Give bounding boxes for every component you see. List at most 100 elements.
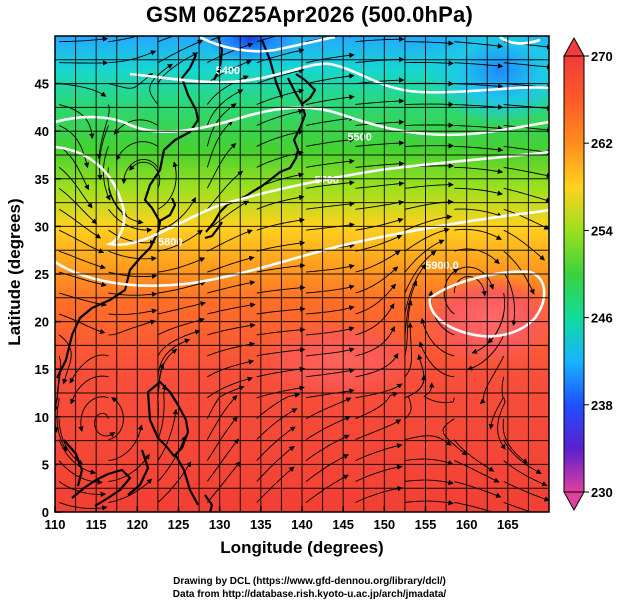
- colorbar-label: 254: [591, 223, 613, 238]
- streamline: [256, 150, 304, 168]
- colorbar-max-arrow: [563, 36, 585, 57]
- streamline: [256, 217, 305, 231]
- streamline: [454, 104, 504, 110]
- streamline: [58, 502, 108, 511]
- streamline: [404, 40, 454, 46]
- y-tick-label: 10: [35, 410, 49, 425]
- streamline: [454, 266, 495, 290]
- streamline: [306, 73, 355, 85]
- colorbar-label: 238: [591, 398, 613, 413]
- streamline: [113, 119, 159, 135]
- streamline: [497, 397, 506, 450]
- streamline: [305, 454, 350, 482]
- streamline: [355, 419, 402, 441]
- streamline: [404, 122, 454, 128]
- streamline: [453, 439, 495, 472]
- streamline: [355, 283, 396, 315]
- streamline: [503, 208, 549, 230]
- streamline: [70, 375, 109, 405]
- credit-data: Data from http://database.rish.kyoto-u.a…: [172, 589, 447, 600]
- streamline: [256, 445, 295, 482]
- streamline: [454, 62, 504, 69]
- streamline: [207, 200, 250, 231]
- streamline: [503, 229, 545, 261]
- streamline: [454, 208, 503, 218]
- streamline: [306, 263, 355, 273]
- y-tick-label: 20: [35, 315, 49, 330]
- streamline: [256, 327, 306, 336]
- streamline: [454, 145, 504, 153]
- streamline: [479, 355, 505, 405]
- streamline: [442, 418, 468, 456]
- streamline: [55, 355, 62, 412]
- streamline: [58, 334, 72, 385]
- streamline: [306, 305, 355, 315]
- streamline: [207, 229, 253, 252]
- streamline: [157, 461, 192, 503]
- x-tick-label: 115: [86, 517, 107, 532]
- streamline: [256, 240, 306, 252]
- streamline: [129, 161, 161, 189]
- streamline: [454, 502, 503, 512]
- streamline: [207, 36, 223, 43]
- streamline: [454, 41, 504, 49]
- streamline: [454, 187, 503, 196]
- streamline: [503, 187, 549, 203]
- contour-label: 5700: [314, 175, 338, 187]
- streamline: [503, 62, 549, 70]
- x-axis-label: Longitude (degrees): [220, 538, 384, 557]
- y-tick-label: 35: [35, 172, 49, 187]
- contour-labels: 5400 5500 5700 5800 5900.0: [158, 65, 459, 272]
- streamline: [256, 426, 296, 461]
- streamline: [256, 194, 305, 210]
- streamline: [256, 392, 301, 420]
- streamline: [97, 125, 109, 181]
- streamline: [404, 250, 437, 294]
- streamline: [157, 257, 206, 273]
- streamline: [256, 408, 298, 440]
- streamline: [206, 120, 234, 168]
- streamline: [108, 397, 124, 441]
- grid-lines: [55, 36, 549, 512]
- streamline: [256, 285, 306, 294]
- colorbar-label: 246: [591, 311, 613, 326]
- streamline: [157, 408, 179, 461]
- streamline: [157, 384, 168, 440]
- streamline: [355, 464, 403, 482]
- streamline: [157, 348, 178, 398]
- streamline: [157, 435, 187, 482]
- streamline: [58, 292, 107, 307]
- y-tick-label: 5: [42, 457, 49, 472]
- streamline: [404, 263, 427, 315]
- streamline: [115, 141, 159, 161]
- streamline: [466, 334, 505, 371]
- streamline: [306, 388, 355, 399]
- streamline: [157, 161, 178, 210]
- y-tick-label: 25: [35, 267, 49, 282]
- y-tick-label: 30: [35, 219, 49, 234]
- streamline: [488, 376, 505, 430]
- colorbar-scale: [563, 55, 585, 493]
- colorbar-label: 230: [591, 485, 613, 500]
- y-tick-label: 45: [35, 77, 49, 92]
- x-tick-label: 140: [291, 517, 313, 532]
- streamline: [206, 438, 240, 482]
- contour-label: 5900.0: [425, 260, 459, 272]
- streamline: [157, 301, 206, 315]
- streamline: [355, 392, 399, 420]
- contour-label: 5400: [216, 65, 240, 77]
- streamline: [305, 416, 351, 440]
- streamline: [94, 412, 116, 438]
- streamline: [306, 94, 355, 105]
- streamline: [78, 396, 109, 432]
- streamline: [157, 197, 196, 231]
- streamline: [256, 68, 305, 85]
- streamline: [207, 280, 256, 294]
- streamline: [404, 458, 454, 466]
- streamline: [404, 239, 445, 273]
- streamline: [423, 382, 455, 403]
- streamline: [256, 385, 305, 399]
- streamline: [157, 338, 191, 377]
- colorbar: 270 262 254 246 238 230: [563, 36, 613, 512]
- streamline: [206, 103, 237, 147]
